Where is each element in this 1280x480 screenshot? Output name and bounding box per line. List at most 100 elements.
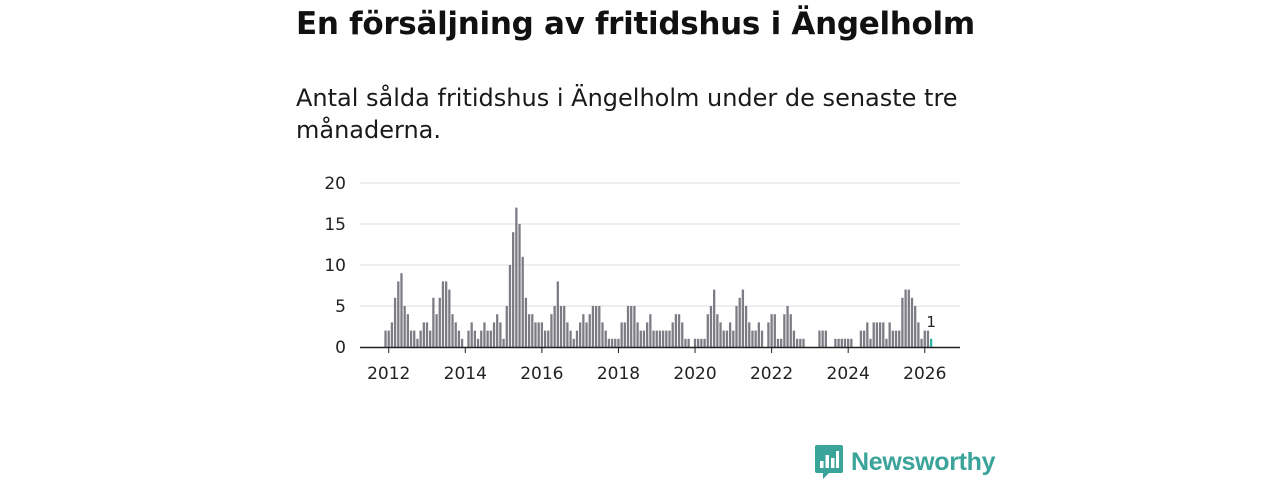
- newsworthy-logo: Newsworthy: [815, 444, 996, 480]
- x-tick-label: 2016: [520, 364, 563, 384]
- bar: [655, 330, 658, 347]
- bar: [531, 314, 534, 347]
- bar: [601, 322, 604, 347]
- bar: [885, 338, 888, 347]
- bar: [728, 322, 732, 347]
- x-tick-label: 2026: [903, 364, 946, 384]
- bar: [652, 330, 655, 347]
- bar: [572, 338, 575, 347]
- x-tick-label: 2024: [827, 364, 870, 384]
- bar: [716, 314, 719, 347]
- bar: [499, 322, 502, 347]
- bar-chart-badge-icon: [815, 445, 843, 479]
- bar: [824, 330, 827, 347]
- bar: [862, 330, 866, 347]
- bar: [620, 322, 623, 347]
- bar: [891, 330, 894, 347]
- bar: [795, 338, 799, 347]
- bar: [448, 289, 451, 347]
- chart-title: En försäljning av fritidshus i Ängelholm: [296, 6, 975, 42]
- bar: [802, 338, 805, 347]
- bar: [470, 322, 473, 347]
- bar: [416, 338, 419, 347]
- y-tick-label: 20: [324, 174, 346, 194]
- bar-chart: 0 5 10 15 20 2012 2014 2016 2018 2020 2022 2024 202…: [324, 174, 960, 384]
- bar: [840, 338, 843, 347]
- bar: [642, 330, 646, 347]
- bar: [748, 322, 751, 347]
- bar: [665, 330, 668, 347]
- bar: [438, 297, 441, 347]
- bar: [709, 306, 713, 347]
- bar: [559, 306, 563, 347]
- bar: [476, 338, 480, 347]
- bar: [741, 289, 745, 347]
- bar: [550, 314, 553, 347]
- bar: [878, 322, 882, 347]
- bar: [799, 338, 802, 347]
- bar: [409, 330, 413, 347]
- bar: [604, 330, 607, 347]
- x-tick-label: 2012: [367, 364, 410, 384]
- bar: [780, 338, 783, 347]
- bar: [850, 338, 853, 347]
- bar: [901, 297, 904, 347]
- bar: [489, 330, 492, 347]
- bar: [792, 330, 796, 347]
- bar: [393, 297, 397, 347]
- bar: [496, 314, 499, 347]
- bar: [633, 306, 636, 347]
- bar: [524, 297, 528, 347]
- bar: [563, 306, 566, 347]
- bar: [429, 330, 432, 347]
- bar: [585, 322, 588, 347]
- bar: [677, 314, 681, 347]
- bars: [384, 207, 933, 347]
- bar: [681, 322, 684, 347]
- bar: [540, 322, 544, 347]
- bar: [757, 322, 760, 347]
- y-tick-label: 5: [335, 297, 346, 317]
- bar: [537, 322, 540, 347]
- bar: [754, 330, 757, 347]
- bar: [706, 314, 709, 347]
- bar: [543, 330, 547, 347]
- bar: [735, 306, 738, 347]
- bar: [859, 330, 863, 347]
- bar: [413, 330, 416, 347]
- bar: [786, 306, 789, 347]
- bar: [773, 314, 776, 347]
- x-axis-ticks: 2012 2014 2016 2018 2020 2022 2024 2026: [367, 347, 946, 384]
- bar: [457, 330, 461, 347]
- bar: [697, 338, 700, 347]
- gridlines: [360, 182, 960, 307]
- x-tick-label: 2018: [597, 364, 640, 384]
- bar: [460, 338, 464, 347]
- bar: [693, 338, 697, 347]
- bar: [553, 306, 556, 347]
- bar: [630, 306, 633, 347]
- bar: [445, 281, 448, 347]
- bar: [658, 330, 662, 347]
- bar: [502, 338, 505, 347]
- bar: [556, 281, 559, 347]
- bar: [722, 330, 725, 347]
- bar: [687, 338, 690, 347]
- bar: [617, 338, 620, 347]
- y-tick-label: 15: [324, 215, 346, 235]
- bar: [776, 338, 780, 347]
- bar: [636, 322, 639, 347]
- bar: [744, 306, 748, 347]
- bar: [684, 338, 687, 347]
- bar: [486, 330, 489, 347]
- bar: [646, 322, 649, 347]
- highlight-value-label: 1: [926, 313, 936, 331]
- bar: [789, 314, 792, 347]
- bar: [917, 322, 920, 347]
- bar: [384, 330, 387, 347]
- bar: [818, 330, 821, 347]
- bar: [598, 306, 601, 347]
- bar: [713, 289, 716, 347]
- bar: [847, 338, 850, 347]
- bar: [492, 322, 496, 347]
